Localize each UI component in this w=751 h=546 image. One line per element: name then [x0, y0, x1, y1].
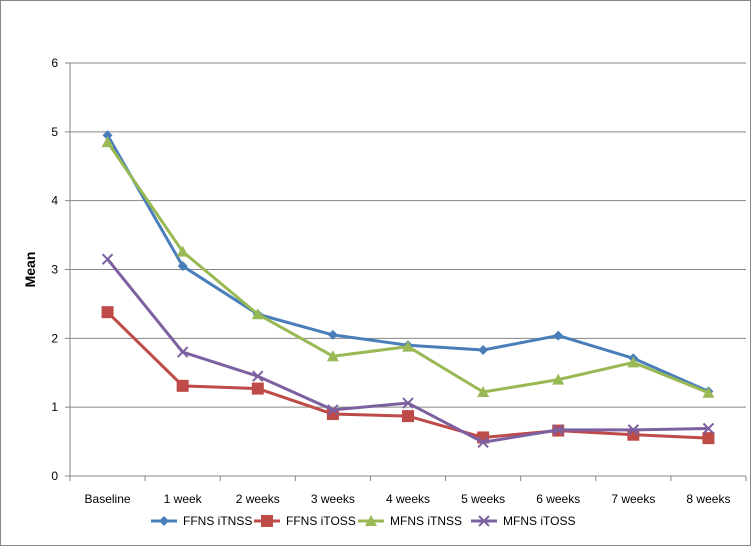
data-point [552, 424, 564, 436]
marker-stroke [478, 515, 490, 527]
marker-stroke [702, 422, 715, 435]
legend-item-3: MFNS iTNSS [358, 514, 462, 528]
marker-stroke [101, 253, 114, 265]
data-point [176, 379, 189, 392]
data-point [552, 373, 565, 385]
data-point [251, 382, 264, 395]
data-point [176, 245, 189, 257]
legend-marker [261, 515, 273, 527]
legend-marker [478, 515, 490, 527]
legend-marker [365, 515, 377, 526]
series-3 [101, 136, 715, 398]
data-point [327, 329, 338, 340]
data-point [477, 386, 490, 398]
data-point [702, 422, 715, 435]
x-tick-label: 7 weeks [611, 492, 655, 506]
data-point [327, 404, 339, 416]
y-tick-label: 4 [51, 194, 58, 208]
marker-stroke [627, 424, 640, 436]
data-point [101, 136, 114, 148]
y-axis-title: Mean [22, 252, 38, 288]
y-tick-label: 0 [51, 469, 58, 483]
axes: 0 1 2 3 4 5 6 Baseline 1 week 2 weeks 3 weeks 4 wee… [51, 56, 747, 506]
legend-label: MFNS iTNSS [390, 514, 462, 528]
x-tick-label: 8 weeks [686, 492, 730, 506]
marker-stroke [477, 436, 489, 448]
x-tick-label: 3 weeks [311, 492, 355, 506]
legend-label: FFNS iTNSS [183, 514, 252, 528]
marker-stroke [252, 370, 264, 382]
data-point [627, 424, 640, 436]
x-tick-label: 2 weeks [236, 492, 280, 506]
data-point [478, 345, 489, 356]
data-point [251, 308, 264, 320]
y-tick-label: 1 [51, 400, 58, 414]
marker-stroke [552, 424, 564, 436]
x-tick-label: Baseline [85, 492, 131, 506]
series-4 [101, 253, 715, 448]
data-point [702, 432, 715, 445]
marker-stroke [327, 404, 339, 416]
data-point [402, 397, 414, 409]
data-point [402, 410, 414, 423]
x-tick-label: 1 week [164, 492, 203, 506]
legend-item-2: FFNS iTOSS [254, 514, 356, 528]
legend-item-4: MFNS iTOSS [471, 514, 575, 528]
x-tick-label: 4 weeks [386, 492, 430, 506]
legend-item-1: FFNS iTNSS [151, 514, 252, 528]
data-point [553, 330, 564, 341]
data-point [326, 350, 339, 362]
legend: FFNS iTNSS FFNS iTOSS MFNS iTNSS MFNS iTOSS [151, 514, 575, 528]
y-tick-label: 5 [51, 125, 58, 139]
marker-stroke [402, 397, 414, 409]
data-point [102, 130, 113, 141]
data-point [252, 370, 264, 382]
data-point [101, 306, 114, 319]
data-point [477, 436, 489, 448]
data-point [627, 356, 640, 368]
y-tick-label: 2 [51, 331, 58, 345]
data-point [702, 386, 715, 398]
x-tick-label: 5 weeks [461, 492, 505, 506]
series-2 [101, 306, 715, 445]
x-tick-label: 6 weeks [536, 492, 580, 506]
legend-marker [159, 516, 169, 526]
legend-label: MFNS iTOSS [503, 514, 575, 528]
y-tick-label: 3 [51, 263, 58, 277]
marker-stroke [176, 346, 189, 358]
y-tick-label: 6 [51, 56, 58, 70]
legend-label: FFNS iTOSS [286, 514, 356, 528]
data-point [177, 261, 188, 272]
data-point [176, 346, 189, 358]
data-point [101, 253, 114, 265]
series-lines [101, 130, 715, 448]
data-point [402, 340, 414, 352]
